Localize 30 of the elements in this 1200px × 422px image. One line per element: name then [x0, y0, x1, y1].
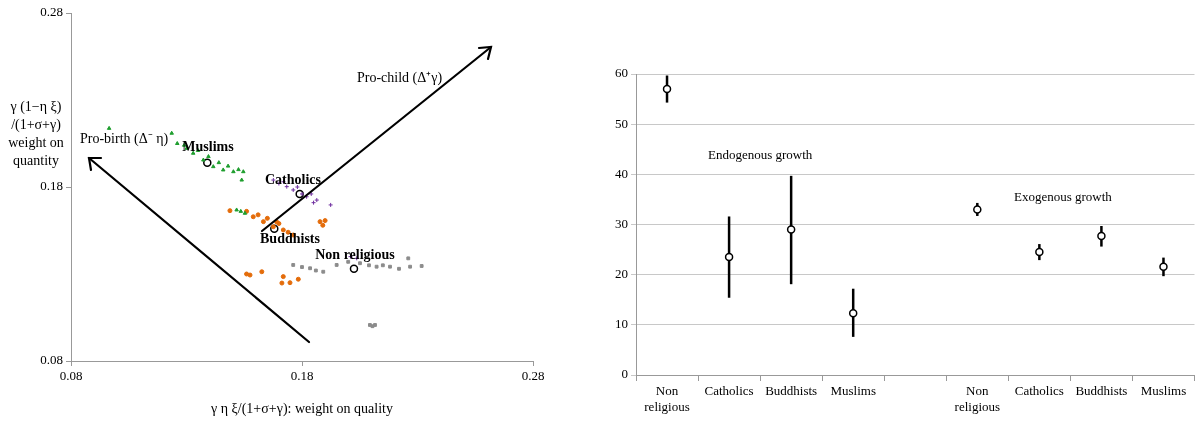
y-tick-label: 40: [615, 165, 628, 181]
x-tick-label: Buddhists: [1075, 383, 1128, 399]
x-tick-label: 0.18: [290, 368, 314, 384]
annotation: Catholics: [265, 172, 321, 188]
annotation: Pro-birth (Δ⁻ η): [80, 130, 169, 147]
x-tick-label: Muslims: [1140, 383, 1187, 399]
annotation: Pro-child (Δ⁺γ): [357, 69, 443, 86]
y-tick-label: 0.28: [40, 4, 63, 20]
x-tick-label: Non religious: [954, 383, 1001, 414]
annotation: Exogenous growth: [1014, 189, 1112, 205]
x-tick-label: Buddhists: [765, 383, 818, 399]
x-tick-label: Muslims: [830, 383, 876, 399]
y-tick-label: 0: [621, 366, 628, 382]
annotation: Endogenous growth: [708, 147, 813, 163]
x-tick-label: Non religious: [644, 383, 690, 414]
y-tick-label: 30: [615, 215, 628, 231]
y-axis-title: γ (1−η ξ) /(1+σ+γ) weight on quantity: [7, 98, 65, 170]
y-tick-label: 10: [615, 316, 628, 332]
annotation: Buddhists: [260, 231, 320, 247]
y-tick-label: 50: [615, 115, 628, 131]
x-tick-label: 0.08: [59, 368, 83, 384]
x-tick-label: Catholics: [704, 383, 754, 399]
y-tick-label: 60: [615, 65, 628, 81]
y-tick-label: 20: [615, 266, 628, 282]
x-tick-label: Catholics: [1014, 383, 1064, 399]
x-tick-label: 0.28: [521, 368, 545, 384]
y-tick-label: 0.18: [40, 178, 63, 194]
y-tick-label: 0.08: [40, 352, 63, 368]
annotation: Non religious: [315, 247, 395, 263]
x-axis-title: γ η ξ/(1+σ+γ): weight on quality: [210, 401, 393, 418]
